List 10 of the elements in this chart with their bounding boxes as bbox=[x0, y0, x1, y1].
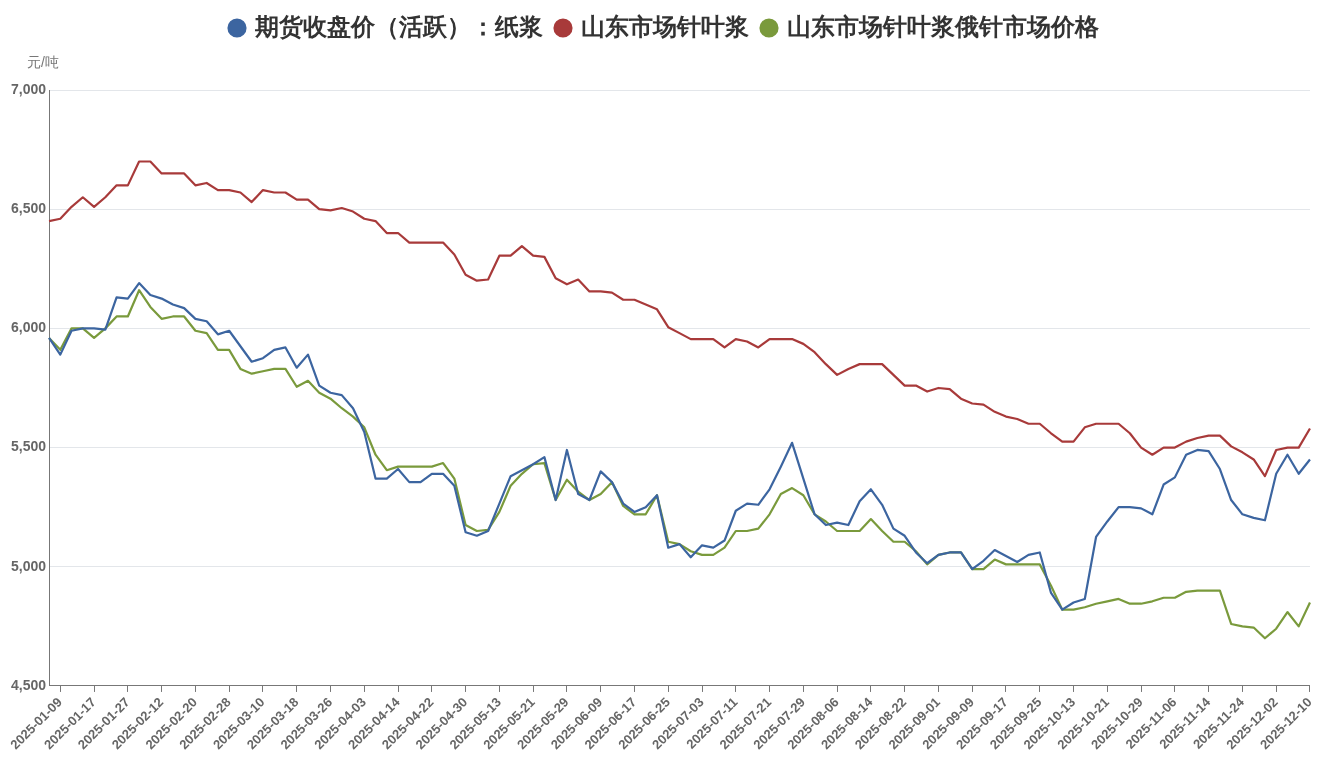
y-tick-label: 7,000 bbox=[10, 80, 47, 97]
y-tick-label: 4,500 bbox=[10, 676, 47, 693]
y-tick-label: 5,000 bbox=[10, 557, 47, 574]
legend-label: 山东市场针叶浆 bbox=[581, 12, 749, 40]
y-axis-title: 元/吨 bbox=[27, 53, 59, 70]
y-tick-label: 6,500 bbox=[10, 200, 47, 217]
y-tick-label: 5,500 bbox=[10, 438, 47, 455]
legend-label: 山东市场针叶浆俄针市场价格 bbox=[787, 12, 1100, 40]
y-tick-label: 6,000 bbox=[10, 319, 47, 336]
legend-label: 期货收盘价（活跃）：纸浆 bbox=[254, 12, 543, 40]
